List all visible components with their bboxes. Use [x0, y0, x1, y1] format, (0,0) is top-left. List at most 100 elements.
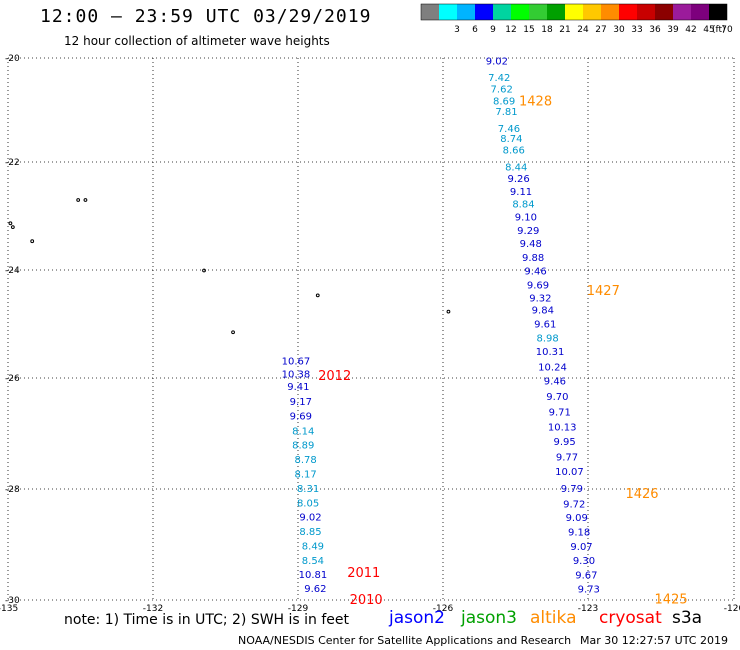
lon-tick-label: -120 [724, 604, 740, 612]
footer-note: note: 1) Time is in UTC; 2) SWH is in fe… [64, 612, 350, 628]
swh-value-label: 9.61 [534, 320, 556, 331]
legend-swatch [457, 4, 475, 20]
lat-tick-label: -26 [5, 374, 20, 384]
swh-value-label: 10.13 [548, 423, 577, 434]
swh-value-label: 8.49 [302, 541, 324, 552]
swh-value-label: 8.31 [297, 484, 319, 495]
legend-tick-label: 3 [454, 25, 460, 35]
swh-value-label: 9.69 [290, 412, 312, 423]
legend-swatch [421, 4, 439, 20]
legend-tick-label: 12 [505, 25, 516, 35]
legend-tick-label: 6 [472, 25, 478, 35]
pass-number-label: 2011 [347, 566, 380, 581]
lat-tick-label: -28 [5, 485, 20, 495]
island-outline [30, 239, 35, 244]
lon-tick-label: -129 [288, 604, 309, 612]
satellite-cryosat: cryosat [599, 608, 662, 628]
lon-tick-label: -123 [578, 604, 598, 612]
swh-value-label: 9.18 [568, 528, 590, 539]
wave-height-map: -135 -132 -129 -126 -123 -120 -20 -22 -24 -26 -28 -… [0, 54, 740, 612]
swh-value-label: 9.17 [290, 397, 312, 408]
island-outline [315, 293, 320, 298]
swh-value-label: 7.81 [495, 107, 517, 118]
legend-swatch [655, 4, 673, 20]
swh-value-label: 9.72 [563, 500, 585, 511]
swh-value-label: 10.07 [555, 467, 584, 478]
swh-value-label: 9.48 [520, 239, 542, 250]
satellite-jason2: jason2 [389, 608, 445, 628]
legend-tick-label: 15 [523, 25, 534, 35]
swh-value-label: 9.84 [532, 305, 554, 316]
page-title: 12:00 — 23:59 UTC 03/29/2019 [40, 6, 372, 27]
legend-tick-label: 21 [559, 25, 570, 35]
satellite-altika: altika [530, 608, 577, 628]
swh-value-label: 8.66 [503, 146, 525, 157]
swh-value-label: 9.07 [570, 542, 592, 553]
legend-swatch [547, 4, 565, 20]
legend-tick-label: 45 [703, 25, 714, 35]
island-outline [446, 309, 451, 314]
page-subtitle: 12 hour collection of altimeter wave hei… [64, 34, 330, 48]
swh-value-label: 9.41 [287, 382, 309, 393]
lon-tick-label: -132 [143, 604, 163, 612]
swh-value-label: 9.02 [486, 57, 508, 68]
swh-value-label: 8.05 [297, 498, 319, 509]
legend-tick-label: 70 [721, 25, 733, 35]
swh-value-label: 8.84 [512, 199, 534, 210]
footer-timestamp: Mar 30 12:27:57 UTC 2019 [580, 634, 728, 647]
legend-swatch [691, 4, 709, 20]
legend-swatch [619, 4, 637, 20]
legend-swatch [493, 4, 511, 20]
swh-value-label: 8.98 [537, 334, 559, 345]
pass-number-label: 2012 [318, 369, 351, 384]
swh-value-label: 9.26 [507, 174, 529, 185]
legend-tick-label: 18 [541, 25, 553, 35]
lat-tick-label: -30 [5, 596, 20, 606]
legend-swatch [673, 4, 691, 20]
swh-value-label: 7.42 [488, 73, 510, 84]
swh-value-label: 9.71 [549, 407, 571, 418]
swh-value-label: 10.67 [282, 356, 311, 367]
swh-value-label: 8.14 [292, 426, 314, 437]
legend-swatch [565, 4, 583, 20]
swh-value-label: 10.38 [282, 369, 311, 380]
pass-number-label: 2010 [350, 593, 383, 608]
legend-tick-label: 36 [649, 25, 661, 35]
pass-number-label: 1428 [519, 94, 552, 109]
legend-swatch [439, 4, 457, 20]
pass-number-label: 1426 [625, 487, 658, 502]
legend-tick-label: 30 [613, 25, 625, 35]
swh-value-label: 8.17 [295, 470, 317, 481]
swh-value-label: 9.95 [553, 437, 575, 448]
lat-tick-label: -24 [5, 266, 20, 276]
legend-tick-label: 27 [595, 25, 606, 35]
island-outline [202, 268, 206, 273]
lon-tick-label: -126 [433, 604, 454, 612]
swh-value-label: 9.29 [517, 226, 539, 237]
swh-value-label: 9.30 [573, 556, 595, 567]
lat-tick-label: -20 [5, 54, 20, 64]
swh-value-label: 8.54 [302, 556, 324, 567]
pass-number-label: 1425 [655, 592, 688, 607]
satellite-jason3: jason3 [461, 608, 517, 628]
swh-value-label: 8.78 [295, 455, 317, 466]
pass-number-label: 1427 [587, 284, 620, 299]
island-outline [231, 330, 235, 335]
swh-value-label: 9.67 [575, 571, 597, 582]
swh-value-label: 9.46 [544, 376, 566, 387]
legend-tick-label: 42 [685, 25, 696, 35]
swh-value-label: 10.24 [538, 362, 567, 373]
swh-value-label: 8.44 [505, 162, 527, 173]
island-outline [76, 198, 81, 202]
swh-value-label: 9.79 [561, 484, 583, 495]
swh-value-label: 9.11 [510, 187, 532, 198]
swh-value-label: 7.46 [498, 124, 520, 135]
swh-value-label: 9.02 [299, 513, 321, 524]
legend-swatch [529, 4, 547, 20]
swh-value-label: 10.31 [536, 347, 565, 358]
swh-value-label: 8.74 [500, 134, 522, 145]
legend-swatch [583, 4, 601, 20]
legend-tick-label: 39 [667, 25, 679, 35]
swh-value-label: 9.73 [578, 585, 600, 596]
